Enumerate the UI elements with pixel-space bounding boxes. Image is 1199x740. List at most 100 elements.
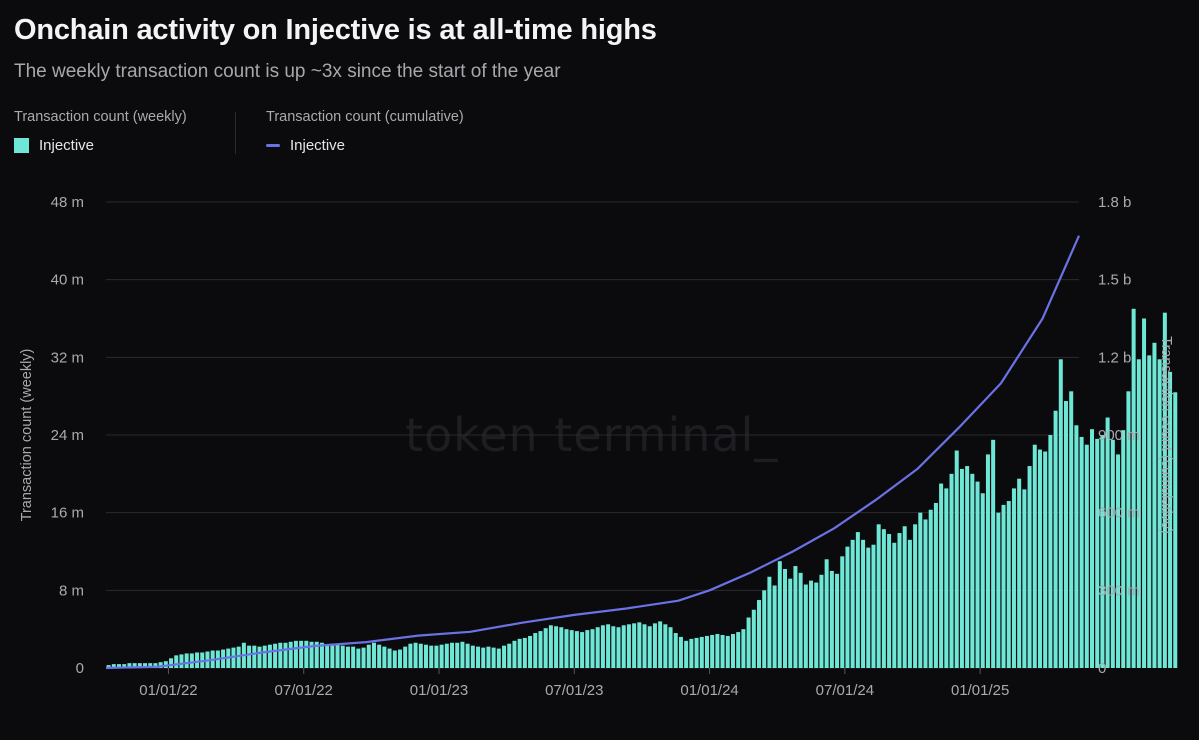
right-tick-label: 300 m xyxy=(1098,582,1140,599)
weekly-bar xyxy=(965,466,970,668)
weekly-bar xyxy=(1079,436,1084,668)
legend-cumulative-item[interactable]: Injective xyxy=(266,137,464,154)
weekly-bar xyxy=(684,640,689,668)
weekly-bar xyxy=(1142,318,1147,668)
weekly-bar xyxy=(1152,342,1157,668)
legend-weekly-item[interactable]: Injective xyxy=(14,137,187,154)
weekly-bar xyxy=(450,642,455,668)
weekly-bar xyxy=(564,629,569,668)
weekly-bar xyxy=(153,663,158,668)
weekly-bar xyxy=(673,633,678,668)
weekly-bar xyxy=(377,644,382,668)
weekly-bar xyxy=(512,640,517,668)
weekly-bar xyxy=(361,647,366,668)
weekly-bar xyxy=(944,488,949,668)
weekly-bar xyxy=(382,646,387,668)
weekly-bar xyxy=(554,626,559,668)
legend-weekly: Transaction count (weekly) Injective xyxy=(14,109,187,154)
weekly-bar xyxy=(491,647,496,668)
weekly-bar xyxy=(502,645,507,668)
weekly-bar xyxy=(330,643,335,668)
weekly-bar xyxy=(455,642,460,668)
weekly-bar xyxy=(918,512,923,668)
weekly-bar xyxy=(1131,308,1136,668)
legend-divider xyxy=(235,112,236,154)
weekly-bar xyxy=(288,641,293,668)
weekly-bar xyxy=(1084,444,1089,668)
weekly-bar xyxy=(959,468,964,668)
line-swatch-icon xyxy=(266,144,280,147)
bar-swatch-icon xyxy=(14,138,29,153)
weekly-bar xyxy=(184,653,189,668)
weekly-bar xyxy=(788,578,793,668)
weekly-bar xyxy=(559,627,564,668)
left-axis-label: Transaction count (weekly) xyxy=(19,349,35,522)
weekly-bar xyxy=(720,634,725,668)
weekly-bar xyxy=(694,637,699,668)
weekly-bar xyxy=(1116,454,1121,668)
weekly-bar xyxy=(345,646,350,668)
weekly-bar xyxy=(158,662,163,668)
weekly-bar xyxy=(1063,401,1068,668)
weekly-bar xyxy=(476,646,481,668)
weekly-bar xyxy=(465,643,470,668)
weekly-bar xyxy=(392,650,397,668)
weekly-bar xyxy=(840,556,845,668)
weekly-bar xyxy=(772,585,777,668)
weekly-bar xyxy=(689,638,694,668)
weekly-bar xyxy=(423,644,428,668)
weekly-bar xyxy=(1053,410,1058,668)
weekly-bar xyxy=(569,630,574,668)
weekly-bar xyxy=(1074,425,1079,668)
weekly-bar xyxy=(746,617,751,668)
legend-cumulative-header: Transaction count (cumulative) xyxy=(266,109,464,125)
weekly-bar xyxy=(189,653,194,668)
weekly-bar xyxy=(314,641,319,668)
weekly-bar xyxy=(819,574,824,668)
weekly-bar xyxy=(533,633,538,668)
weekly-bar xyxy=(132,663,137,668)
weekly-bar xyxy=(798,572,803,668)
weekly-bar xyxy=(835,573,840,668)
weekly-bar xyxy=(366,644,371,668)
cumulative-line xyxy=(105,235,1081,670)
weekly-bar xyxy=(486,646,491,668)
weekly-bar xyxy=(1100,435,1105,668)
weekly-bar xyxy=(273,643,278,668)
weekly-bar xyxy=(143,663,148,668)
chart-title: Onchain activity on Injective is at all-… xyxy=(14,14,657,46)
weekly-bar xyxy=(304,640,309,668)
weekly-bar xyxy=(371,642,376,668)
weekly-bar xyxy=(548,625,553,668)
weekly-bar xyxy=(1069,391,1074,668)
left-axis-ticks: 0 8 m 16 m 24 m 32 m 40 m 48 m xyxy=(51,194,84,677)
weekly-bar xyxy=(1110,439,1115,668)
weekly-bar xyxy=(1001,504,1006,668)
weekly-bar xyxy=(283,642,288,668)
weekly-bar xyxy=(616,627,621,668)
weekly-bar xyxy=(236,646,241,668)
weekly-bar xyxy=(1027,466,1032,668)
weekly-bar xyxy=(403,646,408,668)
weekly-bar xyxy=(528,635,533,668)
weekly-bar xyxy=(985,454,990,668)
weekly-bar xyxy=(814,582,819,668)
left-tick-label: 0 xyxy=(76,660,84,677)
weekly-bar xyxy=(668,627,673,668)
weekly-bar xyxy=(606,624,611,668)
weekly-bar xyxy=(809,580,814,668)
weekly-bar xyxy=(356,648,361,668)
weekly-bar xyxy=(881,529,886,668)
weekly-bar xyxy=(829,570,834,668)
weekly-bar xyxy=(1037,449,1042,668)
weekly-bar xyxy=(309,641,314,668)
x-tick-label: 01/01/23 xyxy=(410,682,468,699)
weekly-bar xyxy=(876,524,881,668)
weekly-bar xyxy=(710,634,715,668)
weekly-bar xyxy=(137,663,142,668)
x-tick-label: 07/01/24 xyxy=(816,682,874,699)
weekly-bar xyxy=(887,534,892,668)
weekly-bar xyxy=(928,509,933,668)
weekly-bar xyxy=(179,654,184,668)
weekly-bar xyxy=(626,624,631,668)
